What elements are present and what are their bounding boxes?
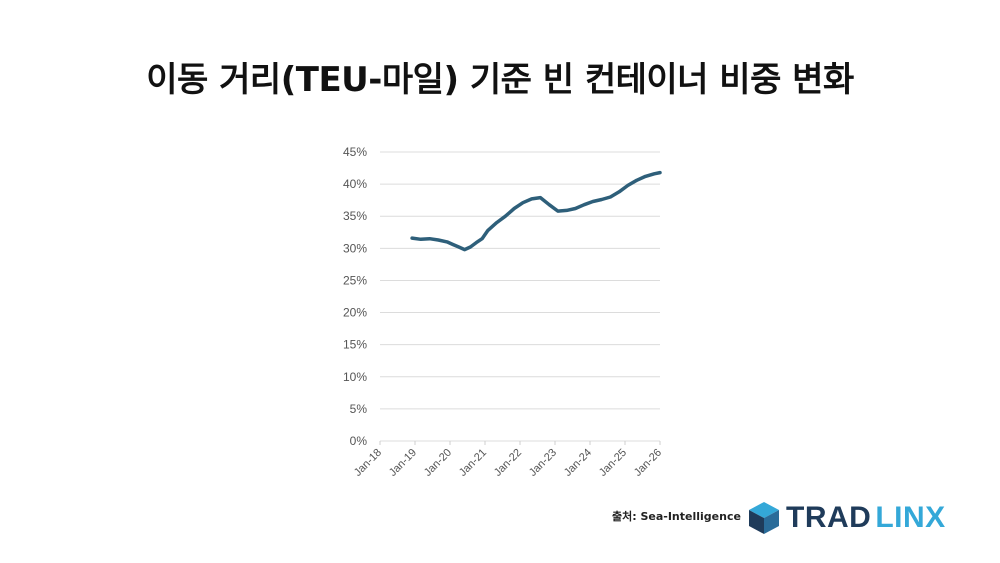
y-tick-label: 20% xyxy=(343,306,367,320)
y-tick-label: 30% xyxy=(343,241,367,255)
page-title: 이동 거리(TEU-마일) 기준 빈 컨테이너 비중 변화 xyxy=(146,60,854,100)
y-tick-label: 0% xyxy=(350,434,368,448)
y-tick-label: 15% xyxy=(343,338,367,352)
x-tick-label: Jan-20 xyxy=(422,447,454,479)
y-tick-label: 10% xyxy=(343,370,367,384)
y-tick-label: 35% xyxy=(343,209,367,223)
logo-word-trad: TRAD xyxy=(786,501,872,534)
series-lines xyxy=(410,170,662,252)
x-tick-label: Jan-23 xyxy=(527,447,559,479)
tradlinx-logo: TRAD LINX xyxy=(748,500,968,536)
x-tick-label: Jan-22 xyxy=(492,447,524,479)
x-tick-label: Jan-21 xyxy=(457,447,489,479)
source-note: 출처: Sea-Intelligence xyxy=(612,510,741,523)
y-tick-label: 45% xyxy=(343,145,367,159)
logo-wordmark: TRAD LINX xyxy=(786,501,946,535)
logo-word-linx: LINX xyxy=(875,501,946,534)
x-tick-label: Jan-24 xyxy=(562,447,594,479)
y-tick-label: 5% xyxy=(350,402,368,416)
line-chart: 0% 5% 10% 15% 20% 25% 30% 35% 40% 45% Jan-18 Jan-1… xyxy=(343,145,664,479)
y-tick-label: 25% xyxy=(343,273,367,287)
series-line xyxy=(410,170,662,252)
y-axis-tick-labels: 0% 5% 10% 15% 20% 25% 30% 35% 40% 45% xyxy=(343,145,367,448)
x-tick-label: Jan-18 xyxy=(352,447,384,479)
gridlines xyxy=(380,151,660,442)
cube-logo-icon xyxy=(749,502,779,534)
x-tick-label: Jan-25 xyxy=(597,447,629,479)
x-axis-tick-labels: Jan-18 Jan-19 Jan-20 Jan-21 Jan-22 Jan-23 Jan-… xyxy=(352,441,664,479)
y-tick-label: 40% xyxy=(343,177,367,191)
x-tick-label: Jan-19 xyxy=(387,447,419,479)
x-tick-label: Jan-26 xyxy=(632,447,664,479)
